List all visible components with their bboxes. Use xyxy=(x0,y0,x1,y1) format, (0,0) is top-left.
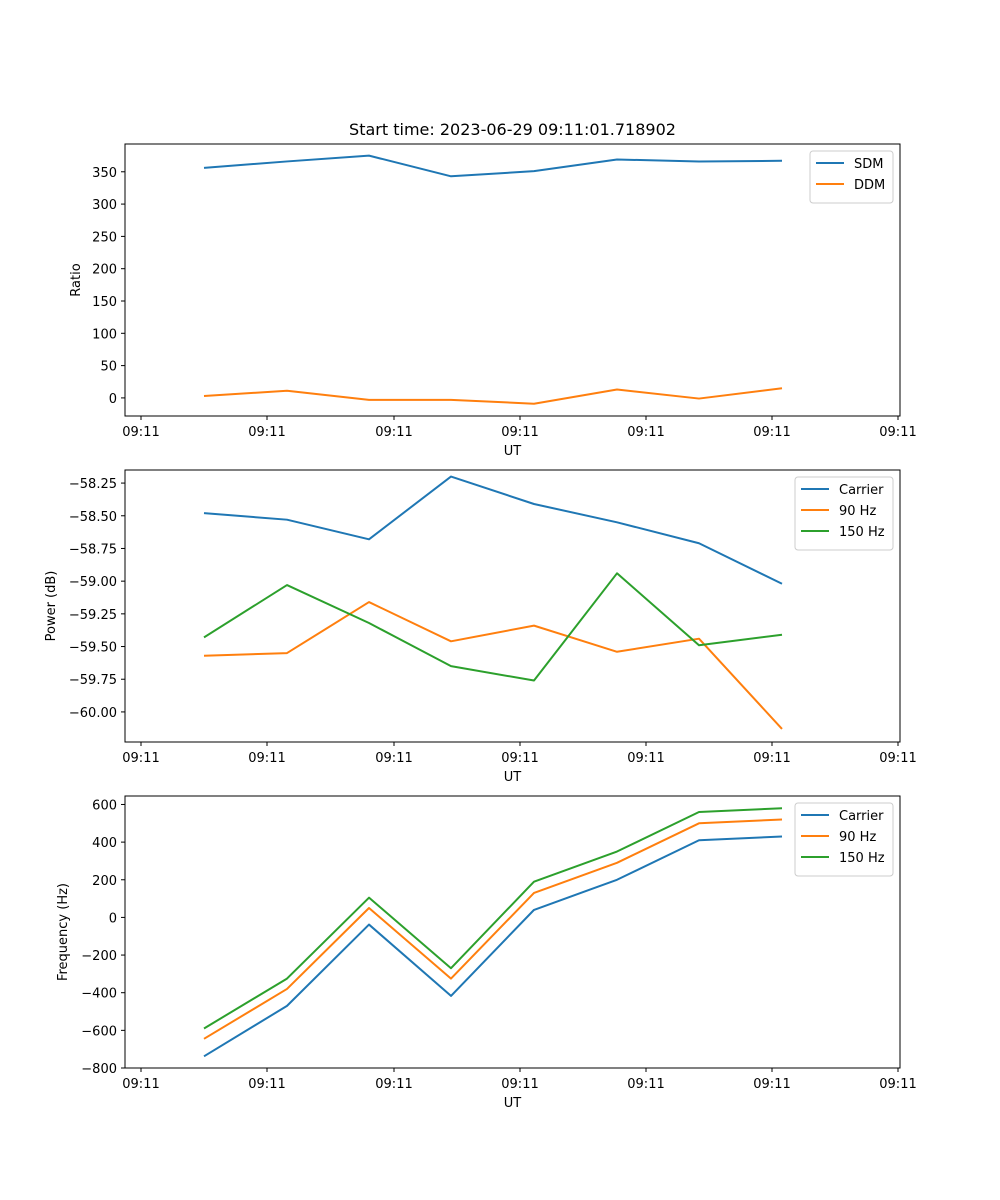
y-axis-label: Frequency (Hz) xyxy=(56,883,71,981)
y-tick-label: 150 xyxy=(92,295,117,310)
x-axis-label: UT xyxy=(504,1096,522,1111)
x-tick-label: 09:11 xyxy=(753,751,790,766)
y-tick-label: −59.25 xyxy=(69,608,117,623)
chart-panel-1: Start time: 2023-06-29 09:11:01.718902 0 5… xyxy=(69,120,917,459)
y-tick-label: −58.75 xyxy=(69,542,117,557)
x-tick-label: 09:11 xyxy=(879,751,916,766)
y-tick-label: −59.00 xyxy=(69,575,117,590)
chart-panel-2: −60.00 −59.75 −59.50 −59.25 −59.00 −58.75 −58.… xyxy=(44,469,917,785)
y-tick-label: 200 xyxy=(92,874,117,889)
legend: Carrier 90 Hz 150 Hz xyxy=(794,802,894,877)
y-tick-label: −200 xyxy=(81,949,117,964)
y-tick-label: 300 xyxy=(92,198,117,213)
y-tick-label: −59.50 xyxy=(69,641,117,656)
legend-label: 150 Hz xyxy=(839,525,885,540)
x-tick-label: 09:11 xyxy=(501,425,538,440)
series-line-90-hz xyxy=(203,818,783,1040)
y-tick-label: −58.25 xyxy=(69,477,117,492)
legend-label: 150 Hz xyxy=(839,851,885,866)
x-tick-label: 09:11 xyxy=(375,751,412,766)
legend-label: 90 Hz xyxy=(839,504,876,519)
series-line-150-hz xyxy=(203,572,783,682)
chart-panel-3: −800 −600 −400 −200 0 200 400 600 09:11 09:11 09:1… xyxy=(56,795,917,1111)
x-tick-label: 09:11 xyxy=(627,1077,664,1092)
series-line-carrier xyxy=(203,835,783,1058)
x-tick-label: 09:11 xyxy=(375,1077,412,1092)
y-tick-label: 0 xyxy=(109,392,117,407)
y-tick-label: 350 xyxy=(92,166,117,181)
x-tick-label: 09:11 xyxy=(879,425,916,440)
y-axis-label: Power (dB) xyxy=(44,571,59,642)
x-tick-label: 09:11 xyxy=(122,425,159,440)
chart-title: Start time: 2023-06-29 09:11:01.718902 xyxy=(349,120,676,139)
y-tick-label: −60.00 xyxy=(69,706,117,721)
y-tick-label: −400 xyxy=(81,987,117,1002)
x-tick-label: 09:11 xyxy=(627,751,664,766)
series-line-90-hz xyxy=(203,601,783,730)
series-line-ddm xyxy=(203,387,783,405)
axes-frame xyxy=(124,143,901,417)
x-tick-label: 09:11 xyxy=(753,425,790,440)
x-axis-label: UT xyxy=(504,444,522,459)
y-tick-label: 0 xyxy=(109,911,117,926)
x-tick-label: 09:11 xyxy=(375,425,412,440)
x-tick-label: 09:11 xyxy=(248,1077,285,1092)
y-tick-label: 100 xyxy=(92,327,117,342)
series-line-carrier xyxy=(203,475,783,585)
y-tick-label: 250 xyxy=(92,230,117,245)
legend: SDM DDM xyxy=(809,150,894,204)
legend-label: DDM xyxy=(854,178,885,193)
x-tick-label: 09:11 xyxy=(122,751,159,766)
x-axis-label: UT xyxy=(504,770,522,785)
y-tick-label: 600 xyxy=(92,798,117,813)
x-tick-label: 09:11 xyxy=(501,1077,538,1092)
axes-frame xyxy=(124,795,901,1069)
x-tick-label: 09:11 xyxy=(501,751,538,766)
y-tick-label: −600 xyxy=(81,1024,117,1039)
series-line-150-hz xyxy=(203,807,783,1030)
y-axis-label: Ratio xyxy=(69,263,84,296)
y-tick-label: 200 xyxy=(92,263,117,278)
legend-label: Carrier xyxy=(839,809,884,824)
x-tick-label: 09:11 xyxy=(753,1077,790,1092)
y-tick-label: −58.50 xyxy=(69,510,117,525)
x-tick-label: 09:11 xyxy=(248,425,285,440)
y-tick-label: −800 xyxy=(81,1062,117,1077)
y-tick-label: 50 xyxy=(100,360,117,375)
x-tick-label: 09:11 xyxy=(627,425,664,440)
x-tick-label: 09:11 xyxy=(248,751,285,766)
y-tick-label: −59.75 xyxy=(69,673,117,688)
legend: Carrier 90 Hz 150 Hz xyxy=(794,476,894,551)
legend-label: 90 Hz xyxy=(839,830,876,845)
legend-label: SDM xyxy=(854,157,883,172)
series-line-sdm xyxy=(203,154,783,178)
legend-label: Carrier xyxy=(839,483,884,498)
y-tick-label: 400 xyxy=(92,836,117,851)
x-tick-label: 09:11 xyxy=(122,1077,159,1092)
x-tick-label: 09:11 xyxy=(879,1077,916,1092)
axes-frame xyxy=(124,469,901,743)
